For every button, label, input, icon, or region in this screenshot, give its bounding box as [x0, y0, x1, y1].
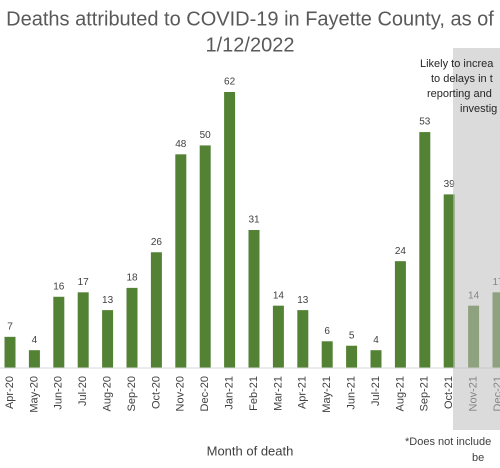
x-tick-label: Apr-20 — [4, 376, 16, 409]
bar — [297, 310, 309, 368]
x-tick-label: Jun-20 — [53, 376, 65, 410]
data-label: 24 — [395, 246, 407, 257]
bar — [126, 287, 138, 368]
data-label: 13 — [297, 295, 309, 306]
data-label: 5 — [349, 330, 355, 341]
bar — [248, 230, 260, 368]
data-label: 18 — [126, 273, 138, 284]
x-tick-label: Jul-21 — [370, 376, 382, 406]
x-tick-label: Mar-21 — [272, 376, 284, 411]
data-label: 48 — [175, 139, 187, 150]
bar — [4, 336, 16, 368]
data-label: 31 — [248, 215, 260, 226]
chart-title: 1/12/2022 — [206, 34, 295, 56]
bar — [224, 92, 236, 368]
bar — [394, 261, 406, 368]
bar — [175, 154, 187, 368]
data-label: 50 — [200, 130, 212, 141]
x-tick-label: Jan-21 — [224, 376, 236, 410]
footnote: *Does not include — [405, 436, 491, 448]
x-tick-label: Jul-20 — [77, 376, 89, 406]
annotation: reporting and — [427, 88, 492, 100]
bar — [443, 194, 455, 368]
footnote: be — [472, 452, 484, 464]
data-label: 62 — [224, 77, 236, 88]
x-tick-label: Feb-21 — [248, 376, 260, 411]
bar — [370, 350, 382, 368]
x-tick-label: Dec-20 — [199, 376, 211, 411]
data-label: 4 — [32, 335, 38, 346]
bar — [102, 310, 114, 368]
data-label: 4 — [373, 335, 379, 346]
x-tick-label: Nov-20 — [175, 376, 187, 411]
bar — [199, 145, 211, 368]
data-label: 39 — [444, 179, 456, 190]
x-tick-label: Apr-21 — [297, 376, 309, 409]
shaded-region — [453, 48, 500, 430]
x-tick-label: Aug-21 — [394, 376, 406, 411]
annotation: Likely to increa — [420, 58, 494, 70]
x-tick-label: Aug-20 — [102, 376, 114, 411]
x-tick-label: Oct-20 — [150, 376, 162, 409]
x-tick-label: Sep-21 — [419, 376, 431, 411]
bar — [419, 132, 431, 368]
data-label: 26 — [151, 237, 163, 248]
x-axis-title: Month of death — [207, 443, 294, 458]
bar — [77, 292, 89, 368]
data-label: 17 — [78, 277, 90, 288]
annotation: to delays in t — [431, 73, 493, 85]
data-label: 6 — [324, 326, 330, 337]
x-tick-label: Sep-20 — [126, 376, 138, 411]
bar — [53, 296, 65, 368]
x-tick-label: May-21 — [321, 376, 333, 413]
data-label: 14 — [273, 290, 285, 301]
bar — [321, 341, 333, 368]
bar — [346, 345, 358, 368]
data-label: 13 — [102, 295, 114, 306]
annotation: investig — [460, 103, 497, 115]
bar — [28, 350, 40, 368]
data-label: 16 — [53, 281, 65, 292]
chart-title: Deaths attributed to COVID-19 in Fayette… — [6, 8, 494, 30]
x-tick-label: May-20 — [28, 376, 40, 413]
bar — [272, 305, 284, 368]
data-label: 7 — [7, 321, 13, 332]
x-tick-label: Oct-21 — [443, 376, 455, 409]
data-label: 53 — [419, 117, 431, 128]
x-tick-label: Jun-21 — [346, 376, 358, 410]
bar — [150, 252, 162, 368]
